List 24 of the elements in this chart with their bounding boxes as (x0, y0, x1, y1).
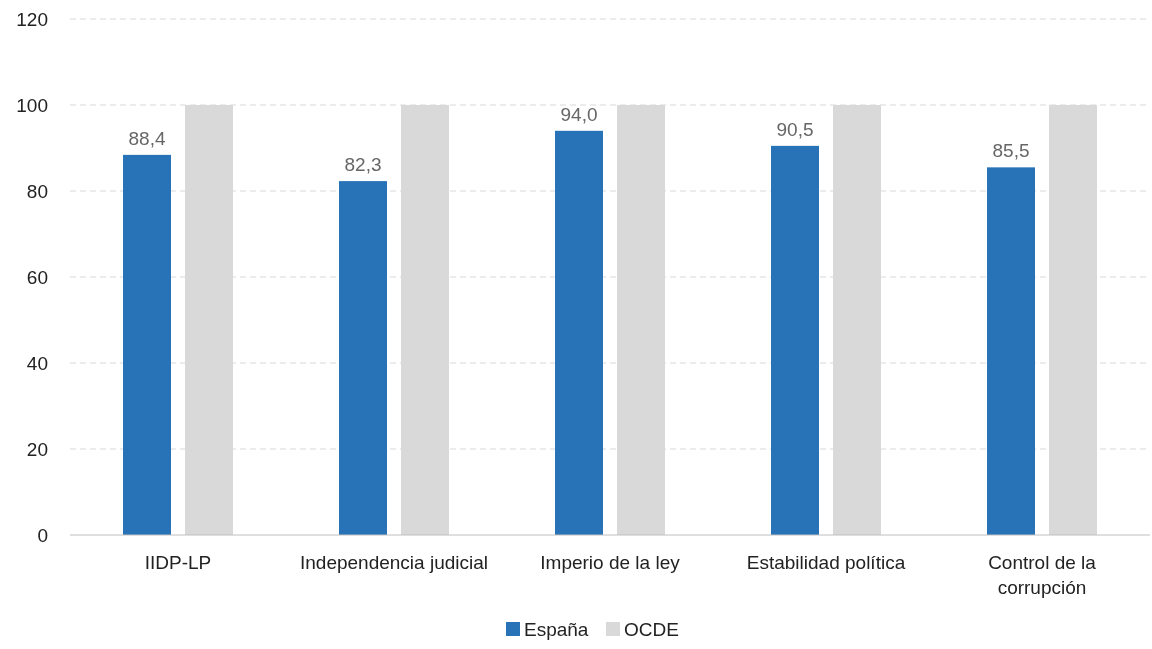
y-tick-label: 40 (26, 352, 48, 374)
data-label: 90,5 (776, 118, 814, 140)
x-tick-label: Imperio de la ley (540, 552, 681, 573)
data-label: 88,4 (128, 127, 166, 149)
x-tick-label: IIDP-LP (144, 552, 212, 573)
data-label: 85,5 (992, 140, 1030, 162)
x-tick-label: Estabilidad política (746, 552, 906, 573)
data-label: 82,3 (344, 154, 382, 176)
y-tick-label: 100 (16, 94, 48, 116)
y-tick-label: 60 (26, 266, 48, 288)
legend-label: OCDE (624, 619, 679, 640)
x-tick-label: Control de la corrupción (988, 552, 1097, 598)
bar (555, 130, 603, 535)
y-tick-label: 120 (16, 8, 48, 30)
bar (339, 181, 387, 535)
y-tick-label: 80 (26, 180, 48, 202)
bar (771, 145, 819, 535)
bar (123, 154, 171, 535)
data-label: 94,0 (560, 103, 598, 125)
y-tick-label: 20 (26, 438, 48, 460)
x-tick-label: Independencia judicial (299, 552, 489, 573)
y-tick-label: 0 (37, 524, 48, 546)
bar (987, 167, 1035, 535)
legend-label: España (524, 619, 589, 640)
